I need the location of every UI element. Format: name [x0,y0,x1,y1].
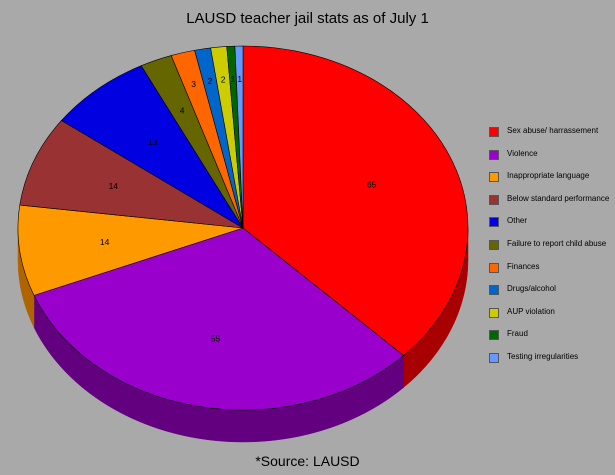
legend-label: Below standard performance [507,193,610,203]
legend-item-below-standard-performance: Below standard performance [489,194,611,216]
data-label-aup-violation: 2 [221,75,226,85]
data-label-violence: 55 [211,334,221,344]
legend-label: AUP violation [507,306,555,316]
data-label-inappropriate-language: 14 [100,237,110,247]
legend-item-fraud: Fraud [489,329,611,351]
legend-label: Inappropriate language [507,171,590,181]
legend-label: Failure to report child abuse [507,239,607,248]
pie-slice-violence [33,227,404,411]
legend-label: Testing irregularities [507,352,579,361]
data-label-failure-to-report-child-abuse: 4 [180,106,185,116]
legend-label: Drugs/alcohol [507,284,556,294]
legend-swatch [489,240,499,250]
legend-label: Finances [507,261,540,271]
legend-label: Violence [507,148,538,158]
legend-swatch [489,285,499,296]
data-label-finances: 3 [191,79,196,89]
legend-label: Other [507,216,528,226]
legend-item-finances: Finances [489,262,611,284]
legend-swatch [489,330,499,341]
legend-swatch [489,149,499,160]
pie-slice-sex-abuse-harrassement [242,45,469,356]
legend-item-other: Other [489,216,611,238]
legend-swatch [489,194,499,205]
legend-item-sex-abuse-harrassement: Sex abuse/ harrassement [489,126,611,148]
data-label-fraud: 1 [231,74,236,84]
pie-tops [17,45,469,411]
legend-swatch [489,262,499,273]
pie-slice-inappropriate-language [17,204,244,296]
source-note: *Source: LAUSD [255,453,360,469]
legend-swatch [489,353,499,363]
legend-item-failure-to-report-child-abuse: Failure to report child abuse [489,239,611,261]
legend-item-drugs-alcohol: Drugs/alcohol [489,284,611,306]
legend-swatch [489,307,499,318]
pie-slice-testing-irregularities [234,45,244,229]
pie-slice-below-standard-performance [19,120,244,229]
legend-item-aup-violation: AUP violation [489,307,611,329]
chart-title: LAUSD teacher jail stats as of July 1 [186,10,429,27]
legend-swatch [489,172,499,183]
legend-item-violence: Violence [489,149,611,171]
pie-slice-other [61,65,244,229]
data-label-testing-irregularities: 1 [237,74,242,84]
data-label-below-standard-performance: 14 [109,181,119,191]
legend-label: Sex abuse/ harrassement [507,126,599,135]
data-label-drugs-alcohol: 2 [208,76,213,86]
legend-item-inappropriate-language: Inappropriate language [489,171,611,193]
data-label-other: 13 [148,137,158,147]
legend-item-testing-irregularities: Testing irregularities [489,352,611,374]
data-label-sex-abuse-harrassement: 65 [367,179,377,189]
legend-label: Fraud [507,329,528,339]
legend-swatch [489,217,499,228]
legend-swatch [489,127,499,137]
